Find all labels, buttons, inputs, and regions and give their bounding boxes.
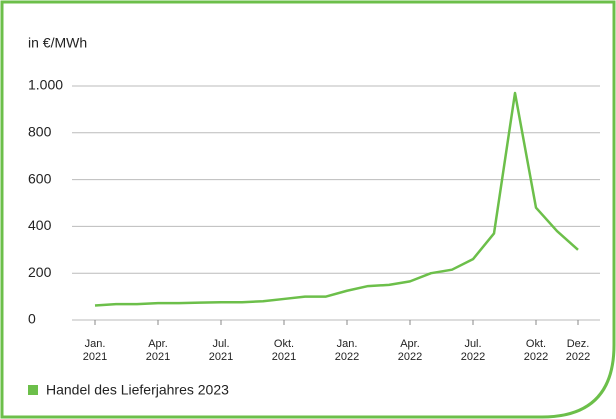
- x-tick-label: Apr. 2021: [145, 338, 171, 363]
- y-axis-label: in €/MWh: [28, 35, 87, 51]
- x-tick-label: Dez. 2022: [565, 338, 591, 363]
- x-tick-label: Jan. 2021: [82, 338, 108, 363]
- y-tick-label: 200: [28, 264, 52, 280]
- x-tick-label: Okt. 2021: [271, 338, 297, 363]
- x-tick-label: Jan. 2022: [334, 338, 360, 363]
- line: [94, 91, 579, 307]
- y-tick-label: 400: [28, 217, 52, 233]
- x-tick-label: Okt. 2022: [523, 338, 549, 363]
- x-tick-label: Apr. 2022: [397, 338, 423, 363]
- x-tick-label: Jul. 2022: [460, 338, 486, 363]
- y-tick-label: 1.000: [28, 77, 63, 93]
- y-tick-label: 0: [28, 311, 36, 327]
- legend-swatch: [28, 385, 38, 395]
- x-tick-label: Jul. 2021: [208, 338, 234, 363]
- legend-label: Handel des Lieferjahres 2023: [46, 382, 229, 398]
- y-tick-label: 600: [28, 170, 52, 186]
- y-tick-label: 800: [28, 124, 52, 140]
